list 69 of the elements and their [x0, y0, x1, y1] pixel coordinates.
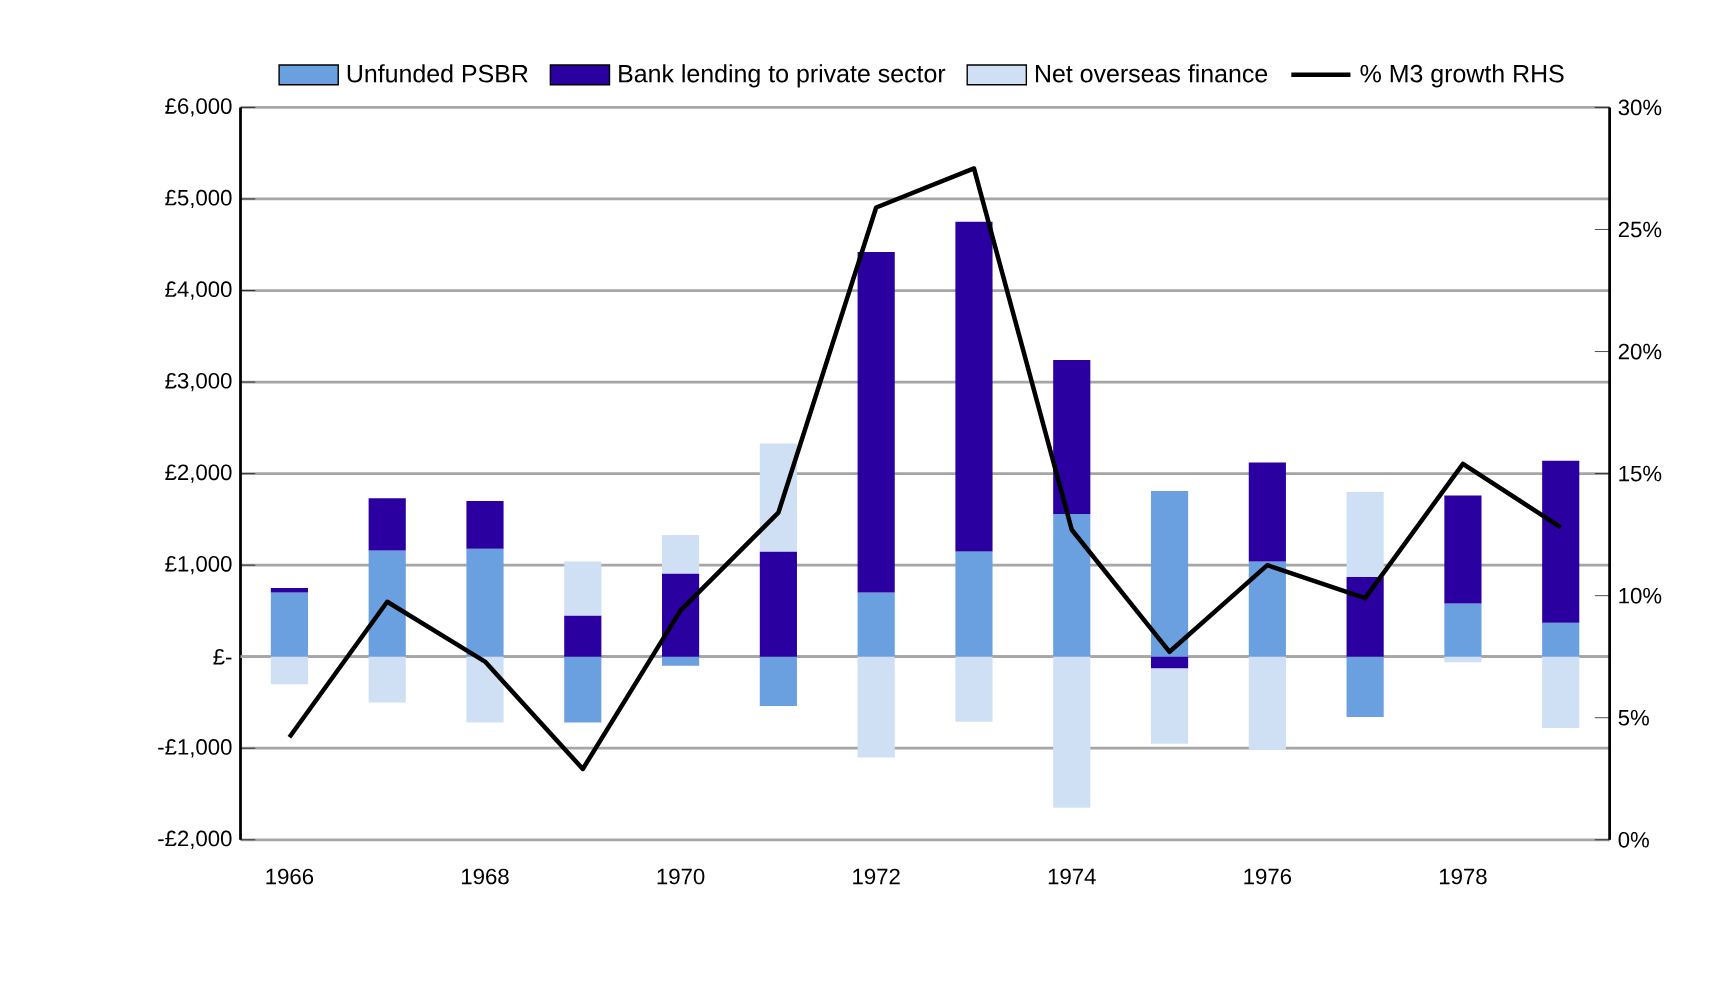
bar [1444, 495, 1482, 604]
x-tick-label: 1972 [853, 868, 900, 885]
bar [662, 534, 700, 574]
y2-tick-label: 10% [1619, 587, 1662, 604]
y2-tick-label: 20% [1618, 343, 1662, 360]
bar [564, 615, 602, 657]
y2-tick-label: 15% [1619, 465, 1662, 482]
legend-label: Bank lending to private sector [619, 63, 946, 88]
line-series [287, 166, 1563, 772]
bar [368, 498, 406, 551]
y-tick-label: £5,000 [165, 189, 232, 208]
y-tick-label: £2,000 [165, 464, 232, 483]
bar [270, 587, 308, 593]
bar [1346, 576, 1384, 657]
legend-label: % M3 growth RHS [1360, 63, 1564, 88]
bar [662, 656, 700, 666]
bar [1150, 656, 1189, 669]
x-tick-label: 1976 [1244, 868, 1292, 885]
x-tick-label: 1978 [1439, 868, 1487, 885]
y-tick-label: -£2,000 [158, 830, 232, 849]
bar [564, 656, 602, 723]
bar [1248, 462, 1286, 562]
bar [1248, 561, 1286, 657]
bar [955, 221, 993, 552]
x-tick-label: 1966 [266, 868, 314, 885]
bar [857, 251, 895, 593]
bar [1542, 656, 1580, 728]
bar [466, 548, 504, 657]
y-tick-label: £- [213, 648, 232, 665]
bar [1248, 656, 1286, 750]
x-tick-label: 1970 [657, 868, 705, 885]
bar [1053, 359, 1091, 514]
bar [955, 551, 993, 657]
y2-tick-label: 25% [1618, 221, 1662, 238]
bar [466, 500, 504, 549]
x-tick-label: 1974 [1048, 868, 1096, 885]
bar [368, 656, 406, 703]
bar [1346, 491, 1384, 577]
y2-tick-label: 30% [1618, 99, 1662, 116]
bar [955, 656, 993, 722]
bar [466, 656, 504, 723]
bar [1542, 460, 1580, 623]
y2-tick-label: 5% [1618, 709, 1649, 726]
bar [1150, 668, 1189, 744]
bar [1542, 622, 1580, 657]
bar [1346, 656, 1384, 717]
bar [1150, 490, 1189, 657]
bar [662, 573, 700, 657]
bar [857, 592, 895, 657]
bar [368, 550, 406, 657]
bar [857, 656, 895, 758]
bar [1053, 513, 1091, 657]
bar [1444, 656, 1482, 662]
x-tick-label: 1968 [462, 868, 509, 885]
bar [759, 656, 797, 706]
bar [270, 656, 308, 684]
y-tick-label: £6,000 [165, 98, 232, 117]
y2-tick-label: 0% [1618, 831, 1649, 848]
bar [759, 551, 797, 657]
y-tick-label: £1,000 [165, 555, 232, 575]
bar [564, 561, 602, 616]
bar [270, 592, 308, 657]
legend-label: Net overseas finance [1036, 63, 1268, 83]
bar [1444, 603, 1482, 657]
y-tick-label: £4,000 [165, 281, 232, 300]
y-tick-label: £3,000 [165, 372, 232, 392]
y-tick-label: -£1,000 [158, 738, 232, 758]
bar [1053, 656, 1091, 808]
legend-label: Unfunded PSBR [347, 63, 528, 83]
